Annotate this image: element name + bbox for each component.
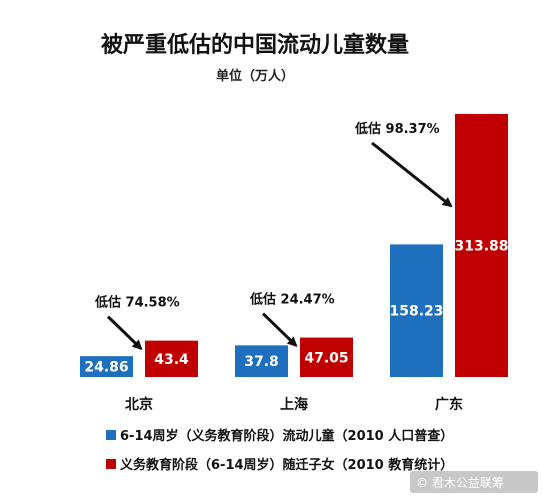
annotation-text-2: 低估 24.47% [249, 292, 335, 308]
category-label-1: 北京 [125, 396, 153, 413]
chart-title: 被严重低估的中国流动儿童数量 [101, 32, 409, 58]
bar-3-series-2 [455, 113, 508, 377]
legend-label-series-1: 6-14周岁（义务教育阶段）流动儿童（2010 人口普查） [120, 428, 453, 444]
bar-value-label-2-series-2: 47.05 [304, 350, 348, 366]
bar-1-series-2 [145, 340, 198, 377]
bar-value-label-3-series-1: 158.23 [389, 304, 443, 320]
bars-group: 24.86 43.4 37.8 47.05 158.23 313.88 [80, 113, 509, 377]
chart-subtitle: 单位（万人） [216, 68, 294, 84]
annotation-arrow-2 [261, 312, 298, 347]
annotation-arrow-3 [371, 141, 453, 208]
annotation-text-1: 低估 74.58% [94, 295, 180, 311]
category-label-2: 上海 [280, 396, 308, 413]
bar-2-series-1 [235, 345, 288, 377]
bar-value-label-3-series-2: 313.88 [454, 238, 508, 254]
category-label-3: 广东 [435, 396, 463, 413]
bar-value-label-2-series-1: 37.8 [244, 354, 279, 370]
bar-1-series-1 [80, 356, 133, 377]
bar-value-label-1-series-1: 24.86 [84, 360, 128, 376]
annotation-arrow-1 [106, 315, 143, 351]
watermark-text: © 君木公益联筹 [416, 476, 504, 490]
legend-swatch-series-2 [106, 459, 116, 469]
category-labels-group: 北京 上海 广东 [125, 396, 463, 413]
legend-swatch-series-1 [106, 430, 116, 440]
legend-label-series-2: 义务教育阶段（6-14周岁）随迁子女（2010 教育统计） [120, 457, 453, 473]
bar-3-series-1 [390, 244, 443, 377]
legend: 6-14周岁（义务教育阶段）流动儿童（2010 人口普查） 义务教育阶段（6-1… [106, 428, 453, 473]
bar-value-label-1-series-2: 43.4 [154, 352, 189, 368]
annotations-group: 低估 74.58% 低估 24.47% 低估 98.37% [94, 121, 453, 351]
bar-2-series-2 [300, 337, 353, 377]
watermark-backdrop [410, 471, 538, 493]
annotation-text-3: 低估 98.37% [354, 121, 440, 137]
watermark: © 君木公益联筹 [410, 471, 538, 493]
